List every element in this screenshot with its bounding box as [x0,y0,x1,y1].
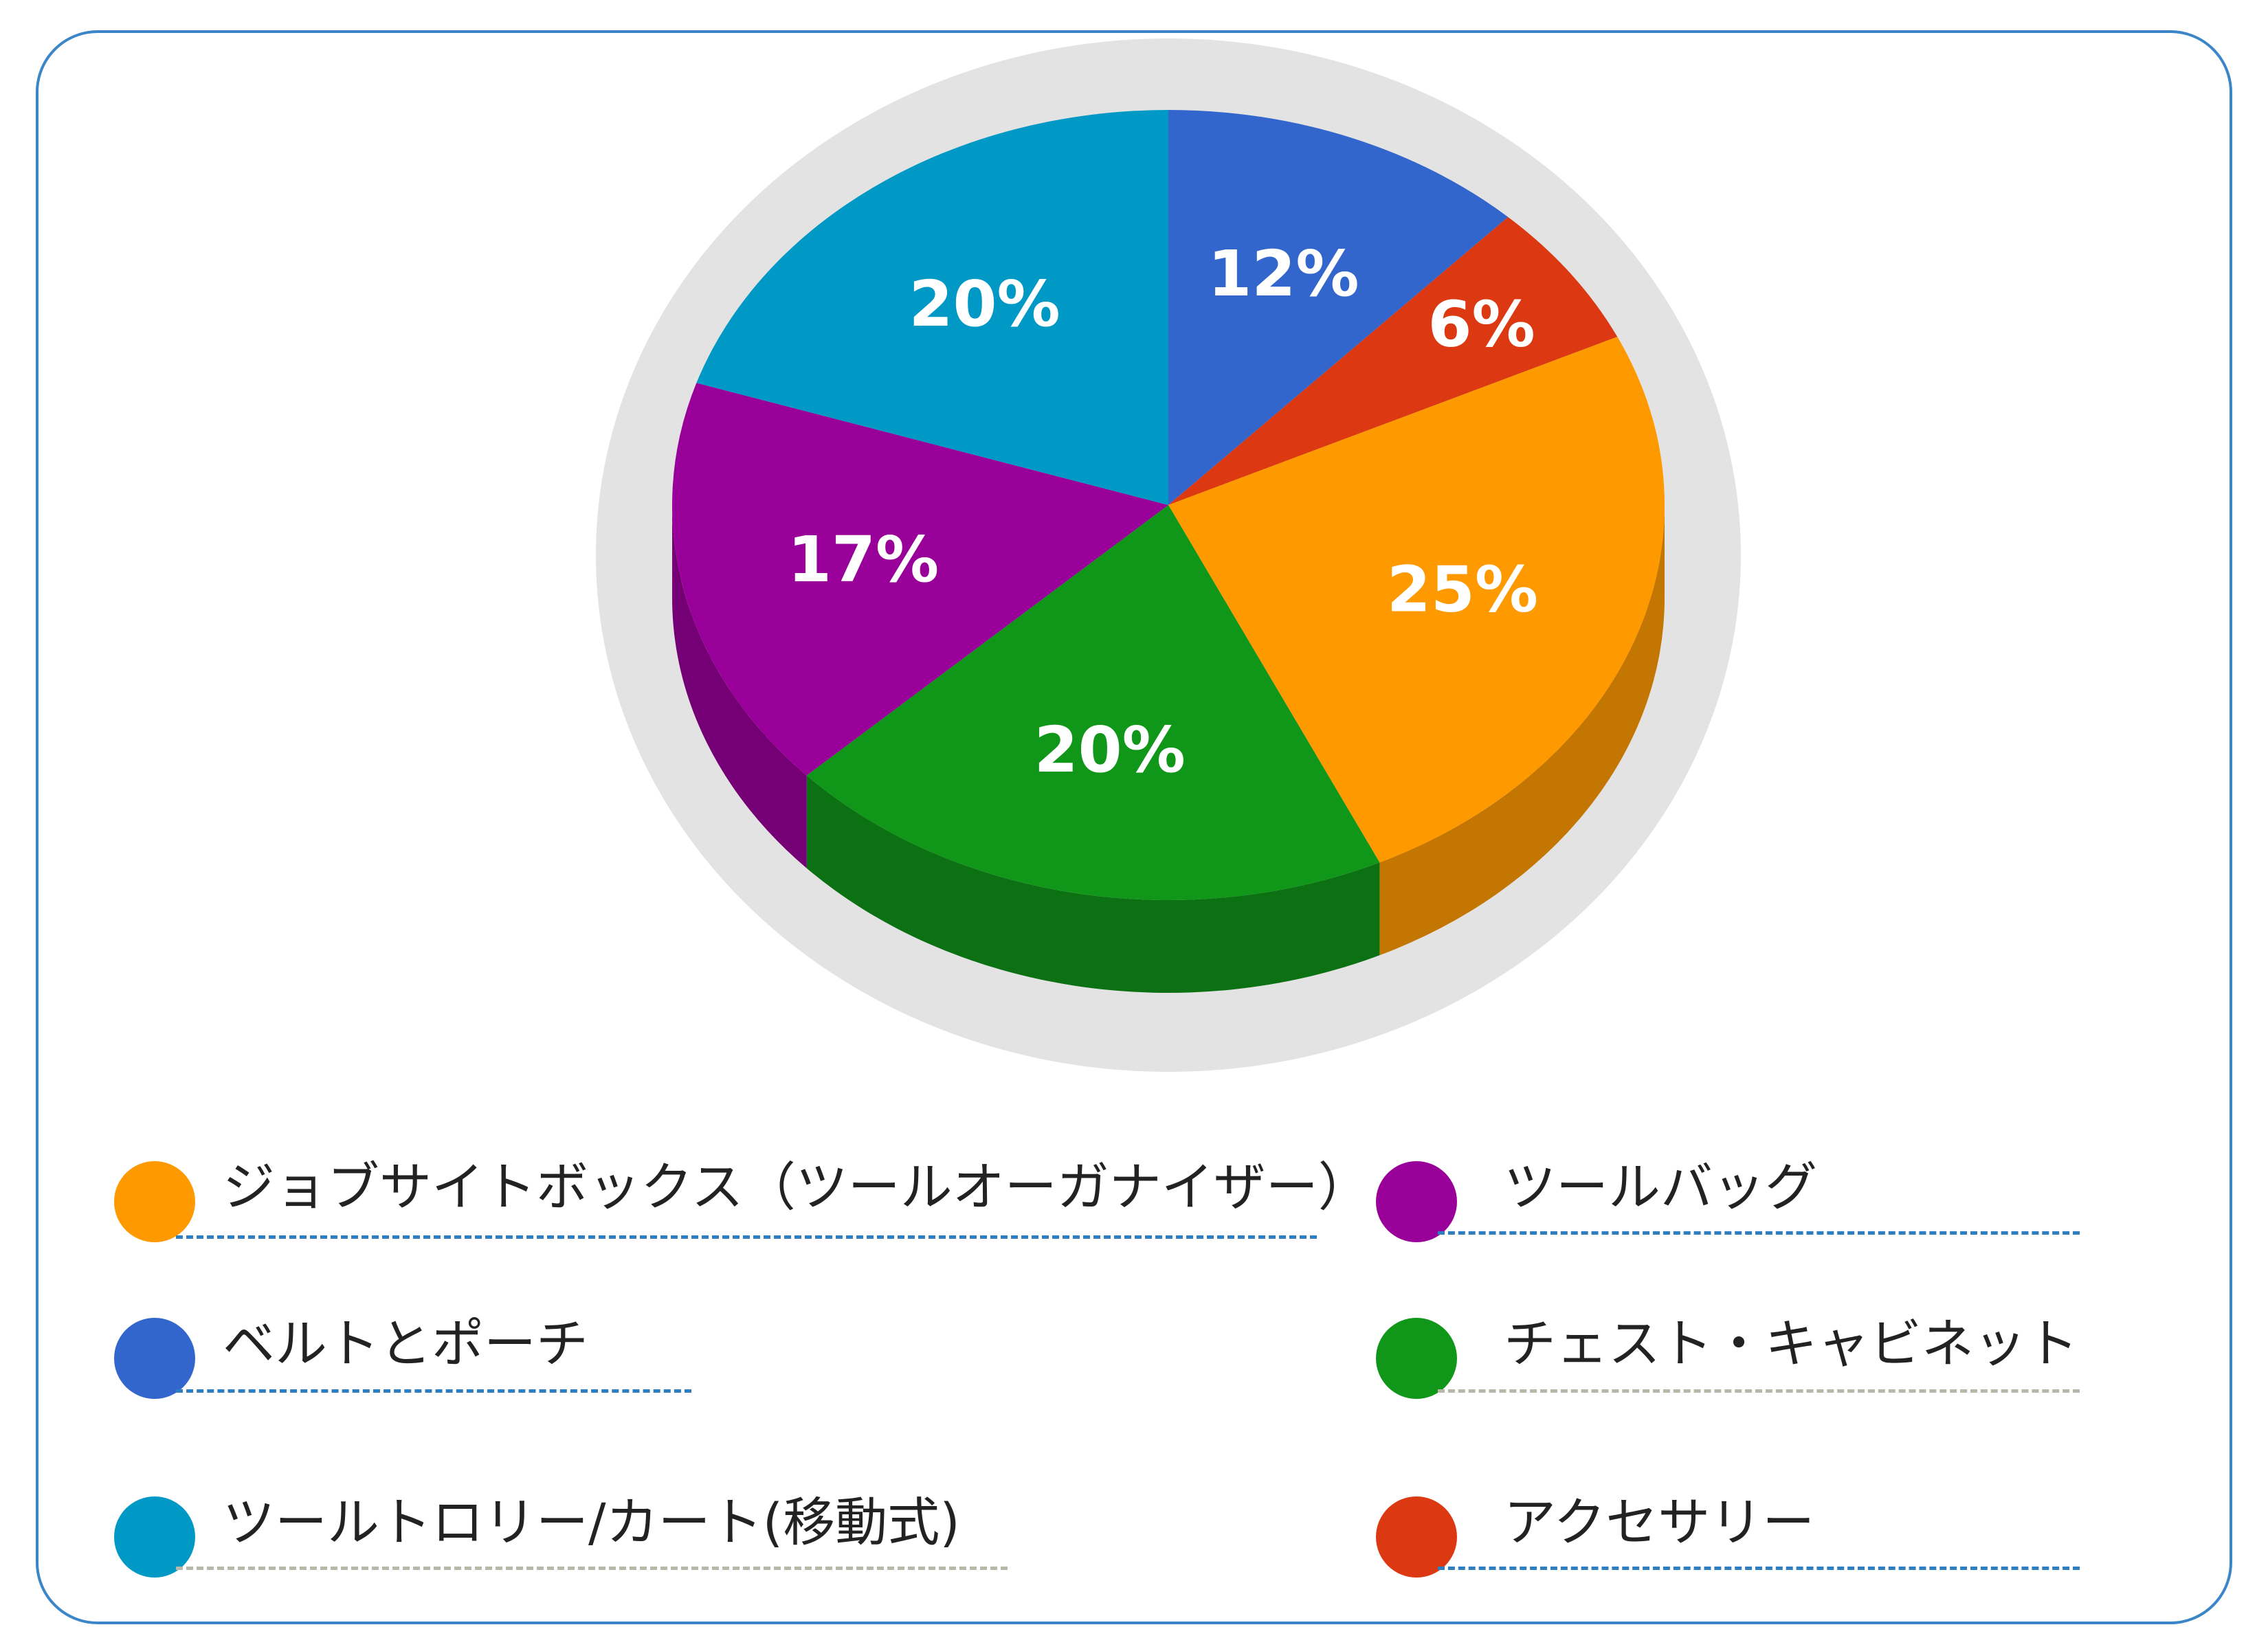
pie-slice-label: 12% [1208,237,1359,311]
legend-label: アクセサリー [1504,1492,1815,1553]
pie-slice-side [672,505,807,868]
legend-label: ツールバッグ [1504,1156,1817,1218]
pie-slice [1168,110,1509,505]
pie-slice [806,505,1380,900]
pie-slice [1168,216,1618,505]
legend-divider [176,1389,691,1393]
legend-divider [176,1567,1008,1570]
pie-slice-label: 25% [1387,553,1538,627]
legend-label: ベルトとポーチ [223,1313,588,1374]
legend-dot [1376,1496,1457,1578]
pie-slice [672,383,1168,776]
legend-dot [114,1318,195,1399]
pie-slice-label: 20% [909,267,1060,341]
pie-slice [696,110,1168,505]
legend-label: チェスト・キャビネット [1504,1313,2078,1374]
legend-dot [114,1161,195,1242]
legend-divider [1438,1231,2080,1235]
pie-slice-label: 6% [1428,287,1535,361]
legend-divider [1438,1567,2080,1570]
pie-chart: 12% 6% 25% 20% 17% 20% [596,38,1741,1072]
pie-slice-label: 17% [788,523,939,596]
pie-slice [1168,337,1665,863]
legend-divider [176,1235,1317,1239]
legend-dot [1376,1161,1457,1242]
legend-label: ツールトロリー/カート(移動式) [223,1492,960,1553]
legend-dot [114,1496,195,1578]
pie-slice-side [1379,505,1665,956]
legend-divider [1438,1389,2080,1393]
pie-slice-label: 20% [1034,713,1186,787]
pie-slice-side [806,775,1380,993]
legend-label: ジョブサイトボックス（ツールオーガナイザー） [223,1156,1370,1218]
legend-dot [1376,1318,1457,1399]
